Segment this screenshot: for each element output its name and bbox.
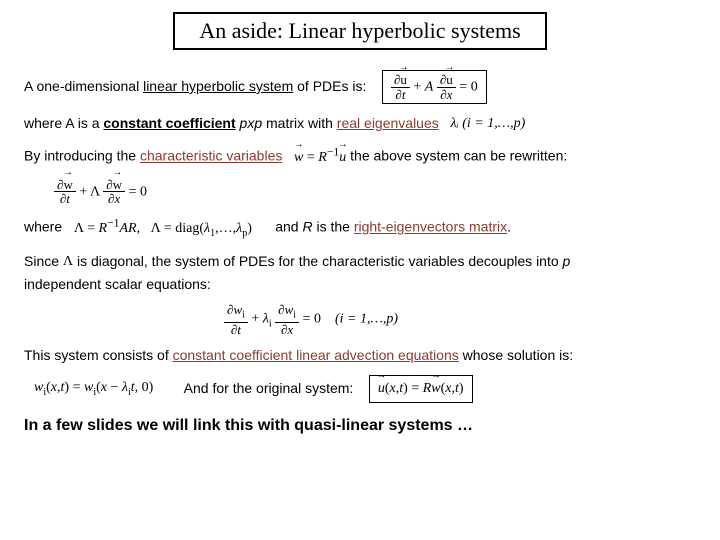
term-real-eigenvalues: real eigenvalues: [337, 115, 439, 131]
slide-body: A one-dimensional linear hyperbolic syst…: [0, 50, 720, 439]
text: and: [275, 219, 302, 235]
text: matrix with: [262, 115, 337, 131]
term-characteristic-vars: characteristic variables: [140, 148, 282, 164]
text: pxp: [236, 115, 262, 131]
text: where A is a: [24, 115, 103, 131]
line-5: Since Λ is diagonal, the system of PDEs …: [24, 250, 696, 296]
text: This system consists of: [24, 347, 173, 363]
term-right-eigenvectors: right-eigenvectors matrix: [354, 219, 507, 235]
line-3: By introducing the characteristic variab…: [24, 144, 696, 170]
line-2: where A is a constant coefficient pxp ma…: [24, 112, 696, 135]
eq-scalar-decoupled: ∂wi∂t + λi ∂wi∂x = 0 (i = 1,…,p): [224, 303, 696, 336]
eq-solution-u: u(x,t) = Rw(x,t): [369, 375, 473, 403]
symbol-lambda: Λ: [63, 254, 73, 269]
eq-w-def: w = R−1u: [294, 150, 346, 165]
text: R: [302, 219, 312, 235]
eq-range: (i = 1,…,p): [335, 312, 398, 327]
eq-system-w: ∂w∂t + Λ ∂w∂x = 0: [54, 178, 696, 206]
eq-lambda-i: λᵢ (i = 1,…,p): [450, 116, 525, 131]
text: of PDEs is:: [293, 78, 366, 94]
closing-line: In a few slides we will link this with q…: [24, 413, 696, 439]
eq-solution-w: wi(x,t) = wi(x − λit, 0): [34, 380, 153, 395]
line-7: wi(x,t) = wi(x − λit, 0) And for the ori…: [24, 375, 696, 403]
text: .: [507, 219, 511, 235]
line-6: This system consists of constant coeffic…: [24, 344, 696, 366]
eq-main-pde: ∂u∂t + A ∂u∂x = 0: [382, 70, 487, 104]
term-constant-coeff: constant coefficient: [103, 115, 235, 131]
eq-lambda-def: Λ = R−1AR, Λ = diag(λ1,…,λp): [74, 221, 252, 236]
text: is diagonal, the system of PDEs for the …: [73, 253, 562, 269]
text: A one-dimensional: [24, 78, 143, 94]
line-1: A one-dimensional linear hyperbolic syst…: [24, 70, 696, 104]
text: the above system can be rewritten:: [350, 148, 567, 164]
text: Since: [24, 253, 63, 269]
line-4: where Λ = R−1AR, Λ = diag(λ1,…,λp) and R…: [24, 214, 696, 241]
slide-title: An aside: Linear hyperbolic systems: [173, 12, 546, 50]
text: where: [24, 219, 62, 235]
text: independent scalar equations:: [24, 276, 211, 292]
text: whose solution is:: [459, 347, 573, 363]
term-linear-hyperbolic: linear hyperbolic system: [143, 78, 293, 94]
text: And for the original system:: [184, 379, 354, 395]
text: is the: [313, 219, 354, 235]
text: By introducing the: [24, 148, 140, 164]
term-advection: constant coefficient linear advection eq…: [173, 347, 459, 363]
text: p: [563, 253, 571, 269]
